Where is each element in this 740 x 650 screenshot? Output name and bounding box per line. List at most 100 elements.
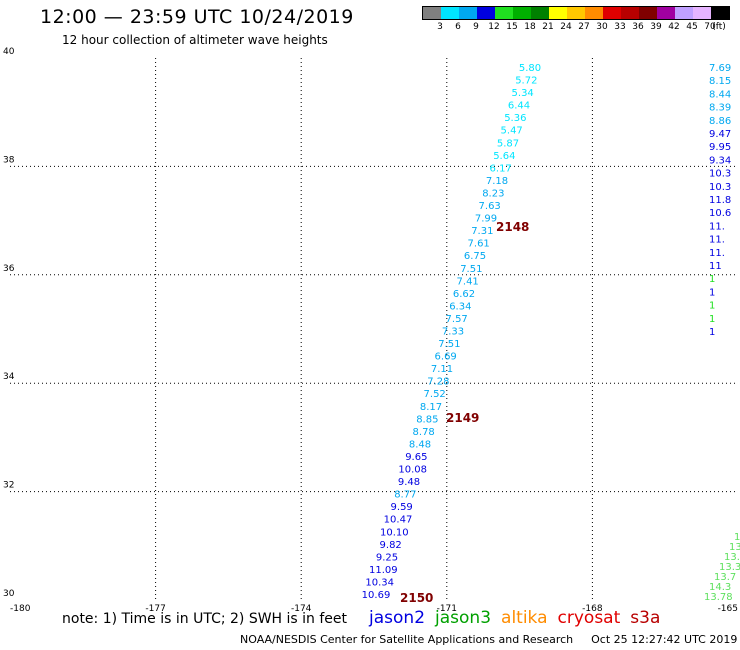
wave-height-label: 8.77 — [394, 490, 416, 501]
legend-swatch — [549, 7, 567, 19]
legend-swatch — [423, 7, 441, 19]
wave-height-label: 10.34 — [365, 577, 394, 588]
pass-time-label: 2148 — [496, 220, 529, 234]
legend-label: 70 — [704, 22, 716, 32]
wave-height-label-right: 1 — [709, 274, 715, 285]
y-tick-label: 34 — [3, 372, 15, 382]
wave-height-label-right: 9.34 — [709, 155, 731, 166]
axis-tick-labels: -180 -177 -174 -171 -168 -165 30 32 34 36 38 40 — [3, 47, 738, 614]
wave-height-label: 6.44 — [508, 101, 530, 112]
wave-height-label: 7.52 — [424, 389, 446, 400]
legend-swatch — [639, 7, 657, 19]
wave-height-label: 8.23 — [482, 188, 504, 199]
legend-swatch — [477, 7, 495, 19]
legend-label: 30 — [596, 22, 608, 32]
wave-height-label: 9.65 — [405, 452, 427, 463]
wave-height-label: 6.17 — [490, 163, 512, 174]
footer-credit: NOAA/NESDIS Center for Satellite Applica… — [240, 633, 574, 646]
wave-height-label: 7.41 — [457, 276, 479, 287]
wave-height-label: 7.33 — [442, 327, 464, 338]
y-tick-label: 38 — [3, 155, 15, 165]
wave-height-label-green: 13.2 — [724, 552, 740, 563]
wave-height-label-right: 10.3 — [709, 182, 731, 193]
wave-height-label: 5.80 — [519, 63, 541, 74]
wave-height-label: 6.34 — [449, 301, 471, 312]
wave-height-label-right: 8.86 — [709, 116, 731, 127]
wave-height-label-right: 11. — [709, 221, 725, 232]
wave-height-label: 9.48 — [398, 477, 420, 488]
wave-height-label-green: 13 — [734, 532, 740, 543]
wave-height-label-right: 11.8 — [709, 195, 731, 206]
x-tick-label: -174 — [291, 604, 312, 614]
legend-swatch — [495, 7, 513, 19]
wave-height-label: 7.31 — [471, 226, 493, 237]
y-tick-label: 36 — [3, 264, 15, 274]
legend-label: 6 — [455, 22, 461, 32]
footer: NOAA/NESDIS Center for Satellite Applica… — [240, 633, 737, 646]
legend-label: (ft) — [712, 22, 726, 32]
wave-height-label: 7.18 — [486, 176, 508, 187]
wave-height-label-right: 1 — [709, 314, 715, 325]
wave-height-label: 9.59 — [391, 502, 413, 513]
wave-height-label: 6.69 — [435, 352, 457, 363]
legend-swatch — [513, 7, 531, 19]
legend-label: 24 — [560, 22, 572, 32]
wave-height-label-right: 10.6 — [709, 208, 731, 219]
wave-height-label: 7.51 — [438, 339, 460, 350]
wave-height-label-green: 13.78 — [704, 592, 733, 603]
map-subtitle: 12 hour collection of altimeter wave hei… — [62, 33, 328, 47]
satellite-altika: altika — [501, 608, 548, 628]
x-tick-label: -165 — [718, 604, 738, 614]
satellite-jason2: jason2 — [369, 608, 426, 628]
note-text: note: 1) Time is in UTC; 2) SWH is in fe… — [62, 611, 348, 627]
legend-swatch — [603, 7, 621, 19]
legend-swatch — [531, 7, 549, 19]
legend-labels: 3 6 9 12 15 18 21 24 27 30 33 36 39 42 45 70 (ft) — [422, 20, 730, 34]
wave-height-label-right: 1 — [709, 287, 715, 298]
x-tick-label: -168 — [582, 604, 603, 614]
wave-height-label-right: 1 — [709, 327, 715, 338]
legend-label: 45 — [686, 22, 698, 32]
wave-height-label: 9.82 — [380, 540, 402, 551]
wave-height-label: 8.85 — [416, 414, 438, 425]
wave-height-label: 6.75 — [464, 251, 486, 262]
wave-height-label: 7.51 — [460, 264, 482, 275]
wave-height-label: 5.87 — [497, 138, 519, 149]
wave-height-points: 5.80 5.725.34 6.445.36 5.475.87 5.646.17 7.18… — [362, 63, 740, 605]
wave-height-label: 7.63 — [479, 201, 501, 212]
satellite-s3a: s3a — [630, 608, 661, 628]
wave-height-label: 10.10 — [380, 527, 409, 538]
wave-height-label: 10.08 — [398, 465, 427, 476]
wave-height-label: 10.69 — [362, 590, 391, 601]
wave-height-label-right: 11. — [709, 235, 725, 246]
legend-swatch — [459, 7, 477, 19]
legend-swatch — [711, 7, 729, 19]
satellite-key: jason2 jason3 altika cryosat s3a — [369, 608, 660, 628]
wave-height-label: 7.99 — [475, 214, 497, 225]
wave-height-label: 6.62 — [453, 289, 475, 300]
legend-label: 3 — [437, 22, 443, 32]
satellite-cryosat: cryosat — [557, 608, 621, 628]
wave-height-label: 5.34 — [512, 88, 534, 99]
wave-height-label: 7.11 — [431, 364, 453, 375]
pass-time-label: 2150 — [400, 591, 433, 605]
legend-swatch — [675, 7, 693, 19]
y-tick-label: 30 — [3, 589, 15, 599]
wave-height-label-green: 13. — [729, 542, 740, 553]
wave-height-label-right: 8.15 — [709, 76, 731, 87]
wave-height-label: 7.57 — [446, 314, 468, 325]
map-grid — [10, 58, 738, 600]
legend-swatch — [693, 7, 711, 19]
legend-label: 12 — [488, 22, 500, 32]
wave-height-label-right: 11. — [709, 248, 725, 259]
legend-swatch — [585, 7, 603, 19]
wave-height-label: 8.48 — [409, 439, 431, 450]
legend-label: 27 — [578, 22, 590, 32]
legend-label: 9 — [473, 22, 479, 32]
wave-height-label-right: 8.44 — [709, 89, 731, 100]
legend-swatch — [567, 7, 585, 19]
wave-height-label-right: 11 — [709, 261, 722, 272]
legend-label: 36 — [632, 22, 644, 32]
wave-height-label: 5.72 — [515, 76, 537, 87]
legend-swatch — [621, 7, 639, 19]
